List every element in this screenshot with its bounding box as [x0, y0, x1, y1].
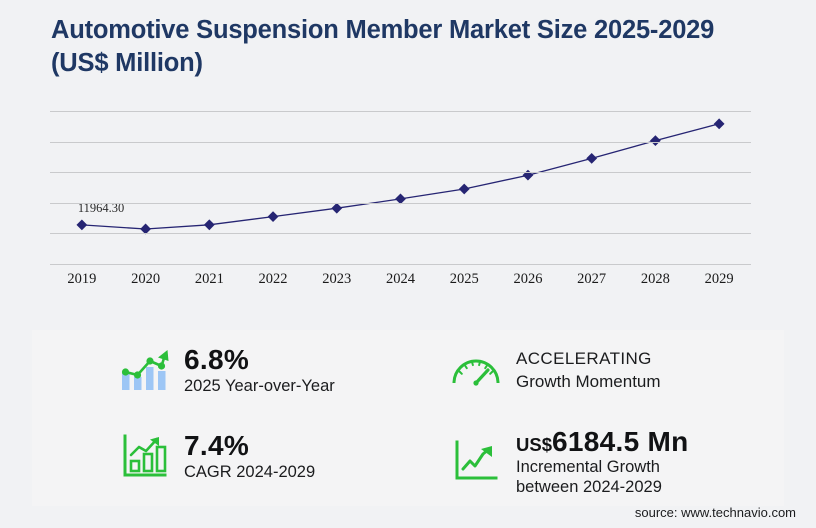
x-axis-tick-2022: 2022 — [258, 271, 288, 287]
kpi-value: 7.4% — [184, 430, 250, 462]
kpi-label-line2: between 2024-2029 — [516, 477, 662, 496]
kpi-growth-momentum: ACCELERATING Growth Momentum — [450, 344, 661, 396]
x-axis-tick-2026: 2026 — [513, 271, 543, 287]
kpi-year-over-year: 6.8% 2025 Year-over-Year — [118, 344, 335, 396]
line-arrow-up-icon — [450, 435, 502, 487]
chart-gridline — [50, 111, 751, 112]
x-axis-tick-2024: 2024 — [386, 271, 415, 287]
data-point-marker[interactable] — [650, 135, 661, 147]
x-axis-tick-2020: 2020 — [131, 271, 161, 287]
kpi-label: 2025 Year-over-Year — [184, 377, 335, 396]
chart-gridline — [50, 264, 751, 265]
data-point-marker[interactable] — [458, 183, 470, 195]
kpi-label-line1: Incremental Growth — [516, 458, 660, 477]
kpi-currency-unit: US$ — [516, 434, 552, 455]
chart-series-line — [76, 118, 725, 235]
x-axis-tick-2029: 2029 — [704, 271, 734, 287]
x-axis-tick-2027: 2027 — [577, 271, 607, 287]
data-point-marker[interactable] — [203, 219, 215, 231]
x-axis-tick-2023: 2023 — [322, 271, 352, 287]
speedometer-icon — [450, 344, 502, 396]
kpi-label: Growth Momentum — [516, 372, 661, 391]
bar-line-growth-icon — [118, 344, 170, 396]
kpi-incremental-growth: US$6184.5 Mn Incremental Growth between … — [450, 426, 689, 496]
chart-x-axis: 2019 2020 2021 2022 2023 2024 2025 2026 2027 2028… — [50, 271, 751, 297]
data-point-marker[interactable] — [713, 118, 725, 130]
x-axis-tick-2028: 2028 — [640, 271, 670, 287]
kpi-value: ACCELERATING — [516, 348, 652, 368]
data-point-marker[interactable] — [586, 152, 598, 164]
data-point-label-2019: 11964.30 — [77, 200, 125, 215]
data-point-marker[interactable] — [76, 219, 88, 231]
series-polyline — [82, 124, 719, 229]
kpi-amount: 6184.5 Mn — [552, 426, 689, 457]
chart-gridline — [50, 172, 751, 173]
chart-gridline — [50, 142, 751, 143]
kpi-value: 6.8% — [184, 344, 250, 376]
line-chart: 11964.30 2019 2020 2021 2022 2023 2024 2025 202… — [0, 95, 816, 287]
x-axis-tick-2019: 2019 — [67, 271, 97, 287]
chart-gridline — [50, 233, 751, 234]
data-point-marker[interactable] — [395, 193, 406, 205]
kpi-label: CAGR 2024-2029 — [184, 463, 316, 482]
x-axis-tick-2025: 2025 — [449, 271, 479, 287]
page-title: Automotive Suspension Member Market Size… — [51, 16, 715, 77]
chart-plot-area: 11964.30 — [50, 111, 751, 265]
kpi-value: US$6184.5 Mn — [516, 426, 689, 457]
data-point-marker[interactable] — [140, 223, 151, 235]
data-point-marker[interactable] — [331, 202, 343, 214]
cagr-bar-arrow-icon — [118, 430, 170, 482]
kpi-cagr: 7.4% CAGR 2024-2029 — [118, 430, 315, 482]
kpi-panel: 6.8% 2025 Year-over-Year 7.4% CAGR 2024-… — [32, 330, 784, 506]
chart-gridline — [50, 203, 751, 204]
x-axis-tick-2021: 2021 — [194, 271, 224, 287]
source-attribution: source: www.technavio.com — [634, 505, 796, 520]
data-point-marker[interactable] — [267, 211, 279, 223]
